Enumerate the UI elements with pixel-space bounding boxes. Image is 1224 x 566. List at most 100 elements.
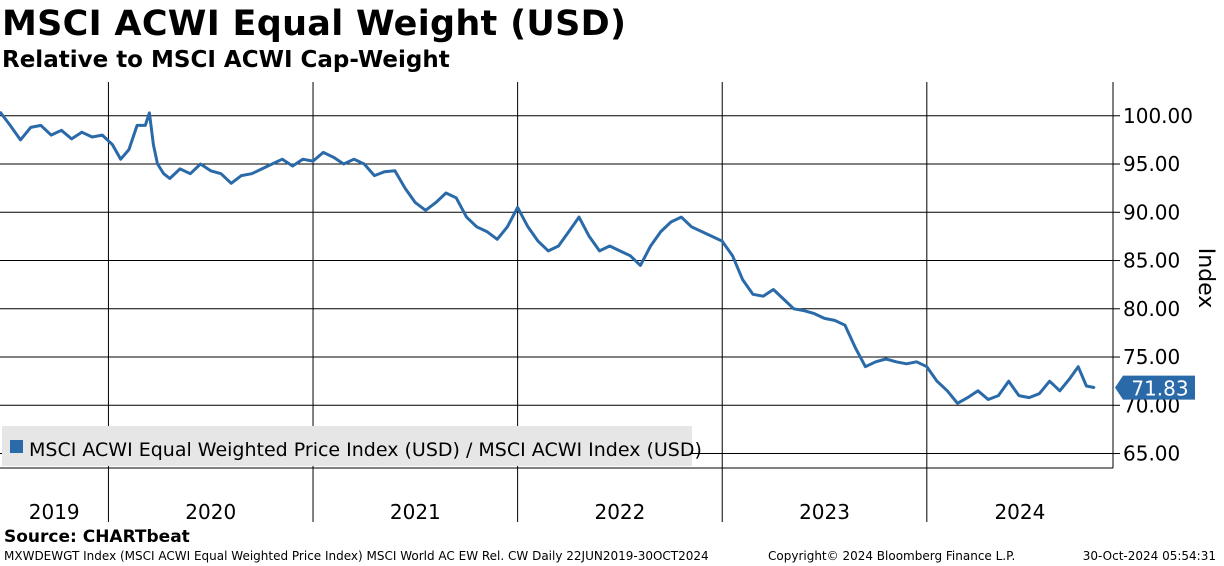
data-point xyxy=(915,361,918,363)
data-point xyxy=(148,112,151,114)
chart-subtitle: Relative to MSCI ACWI Cap-Weight xyxy=(2,47,450,73)
data-point xyxy=(895,361,897,363)
data-point xyxy=(363,163,365,165)
data-point xyxy=(81,131,83,133)
data-point xyxy=(905,362,908,365)
data-point xyxy=(1038,392,1041,395)
data-point xyxy=(240,174,243,177)
data-point xyxy=(19,139,22,141)
chart-title: MSCI ACWI Equal Weight (USD) xyxy=(2,4,627,44)
data-point xyxy=(608,245,611,247)
data-point xyxy=(926,365,928,368)
data-point xyxy=(111,143,114,146)
timestamp: 30-Oct-2024 05:54:31 xyxy=(1082,549,1216,563)
data-point xyxy=(0,111,1,113)
data-point xyxy=(50,134,52,136)
y-tick-label: 90.00 xyxy=(1123,200,1180,224)
legend-label: MSCI ACWI Equal Weighted Price Index (US… xyxy=(29,439,702,461)
data-point xyxy=(1069,377,1071,380)
data-point xyxy=(680,216,683,218)
data-point xyxy=(670,221,672,223)
data-point xyxy=(956,402,959,405)
data-point xyxy=(342,163,345,165)
data-point xyxy=(619,250,621,252)
data-point xyxy=(752,293,754,296)
data-point xyxy=(803,309,805,312)
data-point xyxy=(721,240,724,243)
y-tick-label: 75.00 xyxy=(1123,345,1180,369)
data-point xyxy=(373,174,376,177)
data-point xyxy=(271,163,273,165)
data-point xyxy=(169,177,171,180)
copyright: Copyright© 2024 Bloomberg Finance L.P. xyxy=(768,549,1016,563)
data-point xyxy=(997,394,1000,397)
data-point xyxy=(322,151,325,154)
data-point xyxy=(383,170,386,173)
data-point xyxy=(101,134,104,136)
data-point xyxy=(772,288,775,291)
y-tick-label: 100.00 xyxy=(1123,104,1193,128)
data-point xyxy=(189,172,192,175)
y-tick-label: 65.00 xyxy=(1123,442,1180,466)
data-point xyxy=(864,365,867,368)
data-point xyxy=(312,160,314,162)
data-point xyxy=(199,163,202,165)
data-point xyxy=(209,169,212,172)
data-point xyxy=(465,216,468,218)
data-point xyxy=(629,254,631,257)
x-tick-label: 2023 xyxy=(799,500,850,524)
data-point xyxy=(250,172,253,175)
x-tick-label: 2022 xyxy=(594,500,645,524)
data-point xyxy=(486,230,488,233)
data-point xyxy=(588,235,591,238)
ticker-info: MXWDEWGT Index (MSCI ACWI Equal Weighted… xyxy=(4,549,709,563)
data-point xyxy=(230,182,232,185)
data-point xyxy=(547,250,550,252)
data-point xyxy=(9,124,12,127)
series-line xyxy=(0,110,1095,405)
data-point xyxy=(741,279,744,281)
y-axis-title: Index xyxy=(1193,248,1218,309)
data-point xyxy=(793,307,795,310)
data-point xyxy=(434,201,437,204)
data-point xyxy=(91,136,93,138)
data-point xyxy=(1007,380,1010,382)
y-tick-label: 85.00 xyxy=(1123,249,1180,273)
data-point xyxy=(414,201,417,204)
data-point xyxy=(711,235,713,238)
data-point xyxy=(506,225,509,228)
legend-box xyxy=(2,426,692,466)
data-point xyxy=(281,158,284,160)
data-point xyxy=(496,238,498,241)
data-point xyxy=(261,168,263,170)
data-point xyxy=(1048,380,1051,382)
data-point xyxy=(136,124,138,127)
data-point xyxy=(782,298,785,300)
data-point xyxy=(1018,394,1020,397)
data-point xyxy=(353,158,355,160)
data-point xyxy=(966,396,969,399)
data-point xyxy=(60,129,63,132)
data-point xyxy=(731,254,734,257)
x-tick-label: 2020 xyxy=(185,500,236,524)
data-point xyxy=(823,317,826,320)
source-label: Source: CHARTbeat xyxy=(4,527,190,547)
data-point xyxy=(302,158,304,160)
data-point xyxy=(649,245,652,247)
data-point xyxy=(179,168,181,170)
data-point xyxy=(1059,390,1061,392)
data-point xyxy=(1085,385,1088,387)
data-point xyxy=(813,312,816,315)
data-point xyxy=(152,143,155,146)
data-point xyxy=(332,156,335,159)
data-point xyxy=(567,230,570,233)
data-point xyxy=(445,192,447,194)
data-point xyxy=(1077,365,1080,368)
last-value-label: 71.83 xyxy=(1131,377,1188,401)
data-point xyxy=(40,124,42,127)
data-point xyxy=(516,206,519,209)
data-point xyxy=(874,361,877,363)
data-point xyxy=(639,264,642,267)
data-point xyxy=(885,358,887,360)
